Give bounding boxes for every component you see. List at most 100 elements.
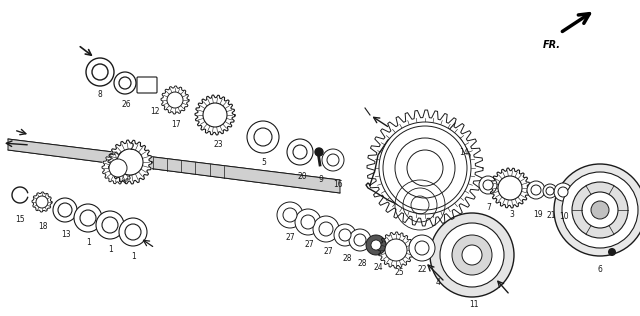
Text: 27: 27 [304,240,314,249]
Circle shape [554,183,572,201]
Text: 4: 4 [436,278,440,287]
Circle shape [315,148,323,156]
Text: 1: 1 [132,252,136,261]
Circle shape [349,229,371,251]
Circle shape [527,181,545,199]
Circle shape [86,58,114,86]
Circle shape [558,187,568,197]
Polygon shape [8,139,340,193]
Circle shape [313,216,339,242]
Text: 14: 14 [459,148,469,157]
Text: 28: 28 [342,254,352,263]
Circle shape [582,192,618,228]
Text: 3: 3 [509,210,515,219]
Circle shape [117,149,143,175]
Circle shape [415,241,429,255]
Text: 27: 27 [323,247,333,256]
Text: 13: 13 [61,230,71,239]
Text: 23: 23 [213,140,223,149]
Text: 19: 19 [533,210,543,219]
Polygon shape [161,86,189,114]
Text: 22: 22 [417,265,427,274]
Text: 17: 17 [171,120,181,129]
Circle shape [301,215,315,229]
Circle shape [379,122,471,214]
Circle shape [479,176,497,194]
Text: 12: 12 [150,107,160,116]
Circle shape [591,201,609,219]
Circle shape [498,176,522,200]
Circle shape [203,103,227,127]
Circle shape [483,180,493,190]
Circle shape [295,209,321,235]
Text: 21: 21 [547,211,556,220]
Text: 9: 9 [319,175,323,184]
Polygon shape [367,110,483,226]
Circle shape [58,203,72,217]
Circle shape [409,235,435,261]
Text: 1: 1 [86,238,92,247]
Text: FR.: FR. [543,40,561,50]
Text: 6: 6 [598,265,602,274]
Text: 2: 2 [130,143,134,152]
Circle shape [80,210,96,226]
Circle shape [546,187,554,195]
Circle shape [385,239,407,261]
Circle shape [452,235,492,275]
Circle shape [354,234,366,246]
Text: 7: 7 [486,203,492,212]
Text: 25: 25 [394,268,404,277]
Circle shape [283,208,297,222]
Polygon shape [366,128,470,212]
Circle shape [543,184,557,198]
Circle shape [327,154,339,166]
Circle shape [96,211,124,239]
Text: 1: 1 [109,245,113,254]
Polygon shape [490,168,530,208]
Circle shape [92,64,108,80]
Text: 5: 5 [262,158,266,167]
Text: 26: 26 [121,100,131,109]
Circle shape [36,196,48,208]
Circle shape [254,128,272,146]
Circle shape [371,240,381,250]
Circle shape [554,164,640,256]
Circle shape [440,223,504,287]
Text: 16: 16 [333,180,343,189]
Circle shape [322,149,344,171]
Circle shape [366,235,386,255]
Circle shape [430,213,514,297]
Text: 10: 10 [559,212,569,221]
Polygon shape [32,192,52,212]
Circle shape [102,217,118,233]
Polygon shape [108,140,152,184]
Circle shape [277,202,303,228]
Polygon shape [195,95,235,135]
Circle shape [339,229,351,241]
Text: 11: 11 [469,300,479,309]
Circle shape [119,77,131,89]
Circle shape [109,159,127,177]
Circle shape [319,222,333,236]
Circle shape [247,121,279,153]
FancyBboxPatch shape [137,77,157,93]
Text: 15: 15 [15,215,25,224]
Circle shape [167,92,183,108]
Circle shape [608,248,616,256]
Circle shape [119,218,147,246]
Circle shape [562,172,638,248]
Text: 20: 20 [297,172,307,181]
Circle shape [53,198,77,222]
Circle shape [125,224,141,240]
Circle shape [334,224,356,246]
Text: 28: 28 [357,259,367,268]
Text: 18: 18 [38,222,48,231]
Circle shape [287,139,313,165]
Text: 24: 24 [373,263,383,272]
Circle shape [531,185,541,195]
Circle shape [293,145,307,159]
Circle shape [114,72,136,94]
Text: 8: 8 [98,90,102,99]
Circle shape [74,204,102,232]
Polygon shape [378,232,414,268]
